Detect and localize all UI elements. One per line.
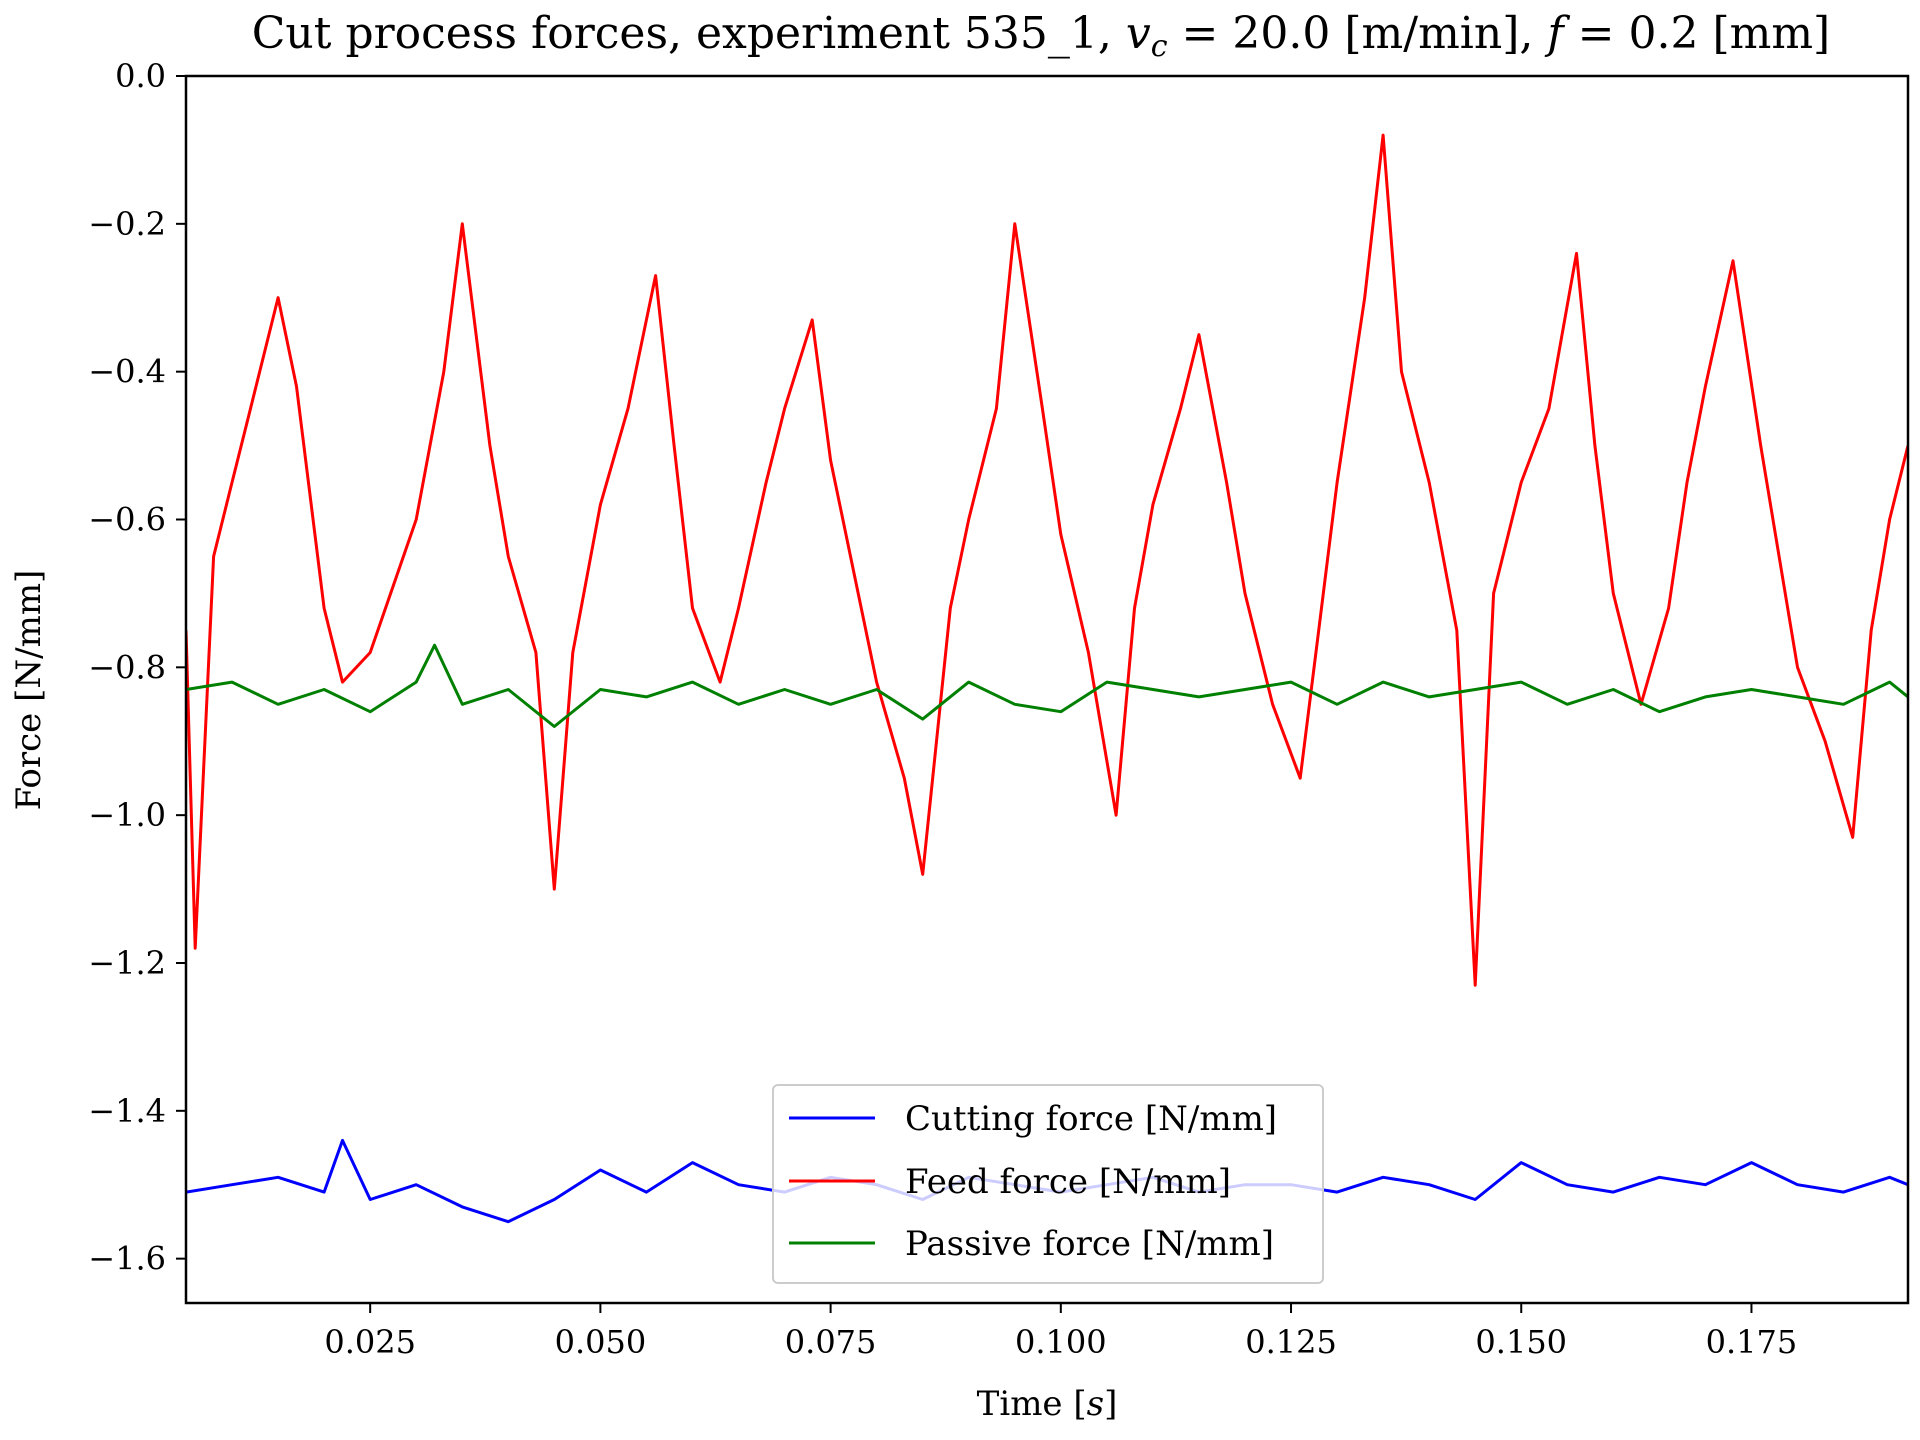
- x-axis-label: Time [s]: [977, 1384, 1118, 1424]
- x-tick-label: 0.175: [1706, 1323, 1798, 1361]
- plot-frame: [184, 74, 1910, 1305]
- chart-title-mid: = 20.0 [m/min],: [1168, 8, 1548, 59]
- chart-title-var1-subscript: c: [1151, 29, 1168, 64]
- x-axis-label-prefix: Time [: [977, 1384, 1087, 1424]
- y-tick-label: −0.6: [88, 500, 166, 538]
- x-tick-label: 0.100: [1015, 1323, 1107, 1361]
- legend-entry-passive: Passive force [N/mm]: [789, 1224, 1274, 1264]
- chart-title-prefix: Cut process forces, experiment 535_1,: [252, 8, 1126, 59]
- legend: Cutting force [N/mm] Feed force [N/mm] P…: [772, 1084, 1324, 1284]
- legend-entry-feed: Feed force [N/mm]: [789, 1162, 1231, 1202]
- y-tick-label: −0.8: [88, 648, 166, 686]
- legend-entry-cutting: Cutting force [N/mm]: [789, 1099, 1277, 1139]
- x-axis-ticks: 0.025 0.050 0.075 0.100 0.125 0.150 0.175: [324, 1303, 1797, 1361]
- y-axis-ticks: 0.0 −0.2 −0.4 −0.6 −0.8 −1.0 −1.2 −1.4 −1.6: [88, 57, 186, 1278]
- y-tick-label: −1.0: [88, 796, 166, 834]
- legend-label-cutting: Cutting force [N/mm]: [905, 1099, 1277, 1139]
- x-tick-label: 0.050: [555, 1323, 647, 1361]
- legend-box: [772, 1084, 1324, 1284]
- passive-force-line: [186, 643, 1908, 728]
- x-tick-label: 0.025: [324, 1323, 416, 1361]
- y-tick-label: −1.2: [88, 944, 166, 982]
- legend-label-feed: Feed force [N/mm]: [905, 1162, 1231, 1202]
- y-tick-label: −1.4: [88, 1092, 166, 1130]
- x-axis-label-suffix: ]: [1104, 1384, 1117, 1424]
- y-tick-label: −0.2: [88, 205, 166, 243]
- y-tick-label: −1.6: [88, 1240, 166, 1278]
- x-tick-label: 0.150: [1475, 1323, 1567, 1361]
- y-axis-label: Force [N/mm]: [9, 570, 49, 811]
- y-tick-label: −0.4: [88, 353, 166, 391]
- chart-title-var1: v: [1126, 8, 1151, 59]
- chart-title-suffix: = 0.2 [mm]: [1564, 8, 1831, 59]
- legend-label-passive: Passive force [N/mm]: [905, 1224, 1274, 1264]
- x-tick-label: 0.075: [785, 1323, 877, 1361]
- chart-title: Cut process forces, experiment 535_1, vc…: [252, 8, 1830, 64]
- x-axis-label-var: s: [1087, 1384, 1104, 1424]
- x-tick-label: 0.125: [1245, 1323, 1337, 1361]
- feed-force-line: [186, 133, 1908, 987]
- y-tick-label: 0.0: [115, 57, 166, 95]
